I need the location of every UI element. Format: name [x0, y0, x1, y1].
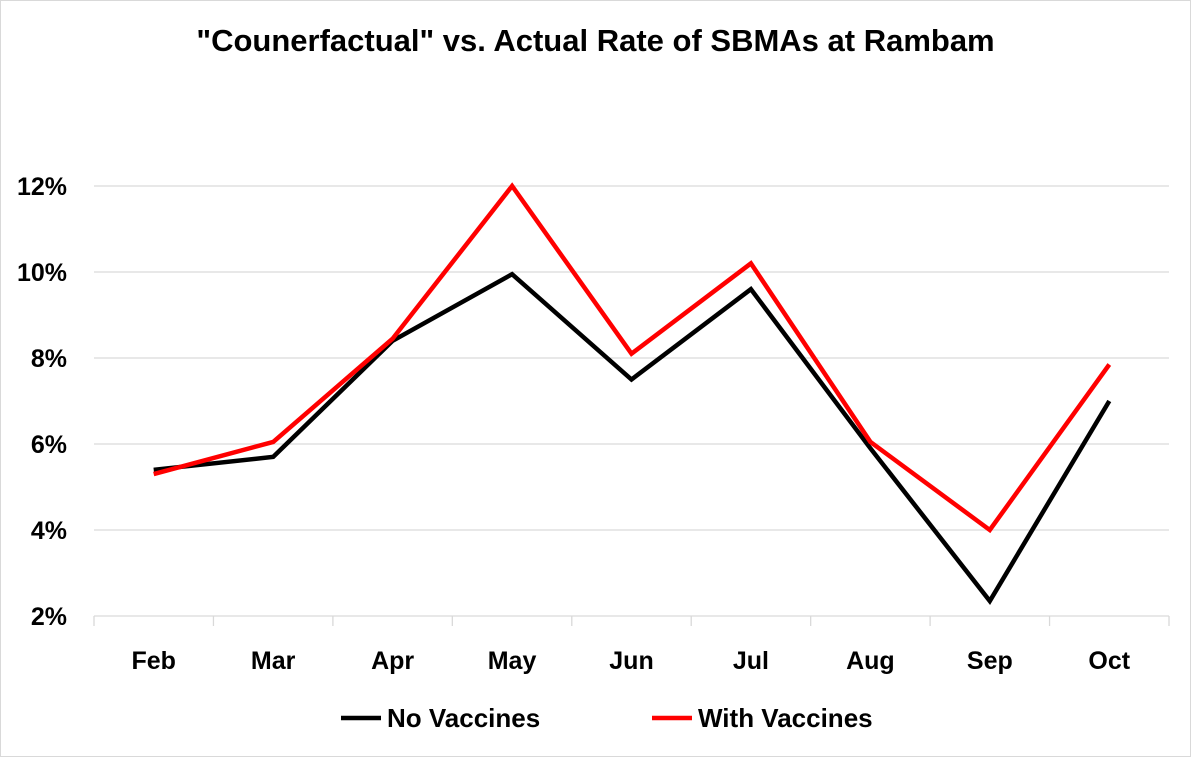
x-tick-label: Apr: [371, 647, 414, 675]
y-tick-label: 10%: [17, 259, 67, 287]
y-tick-label: 8%: [31, 345, 67, 373]
y-tick-label: 2%: [31, 603, 67, 631]
x-tick-label: Aug: [846, 647, 895, 675]
x-tick-label: Sep: [967, 647, 1013, 675]
series-line-no-vaccines: [153, 271, 1112, 605]
legend-label: With Vaccines: [698, 703, 873, 733]
x-tick-label: Jul: [733, 647, 769, 675]
x-tick-label: Mar: [251, 647, 296, 675]
x-tick-label: May: [488, 647, 537, 675]
y-tick-label: 12%: [17, 173, 67, 201]
chart-title: "Counerfactual" vs. Actual Rate of SBMAs…: [196, 23, 995, 58]
legend-label: No Vaccines: [387, 703, 540, 733]
y-tick-label: 4%: [31, 517, 67, 545]
x-tick-label: Feb: [131, 647, 175, 675]
x-tick-label: Jun: [609, 647, 653, 675]
y-tick-label: 6%: [31, 431, 67, 459]
x-tick-label: Oct: [1088, 647, 1130, 675]
